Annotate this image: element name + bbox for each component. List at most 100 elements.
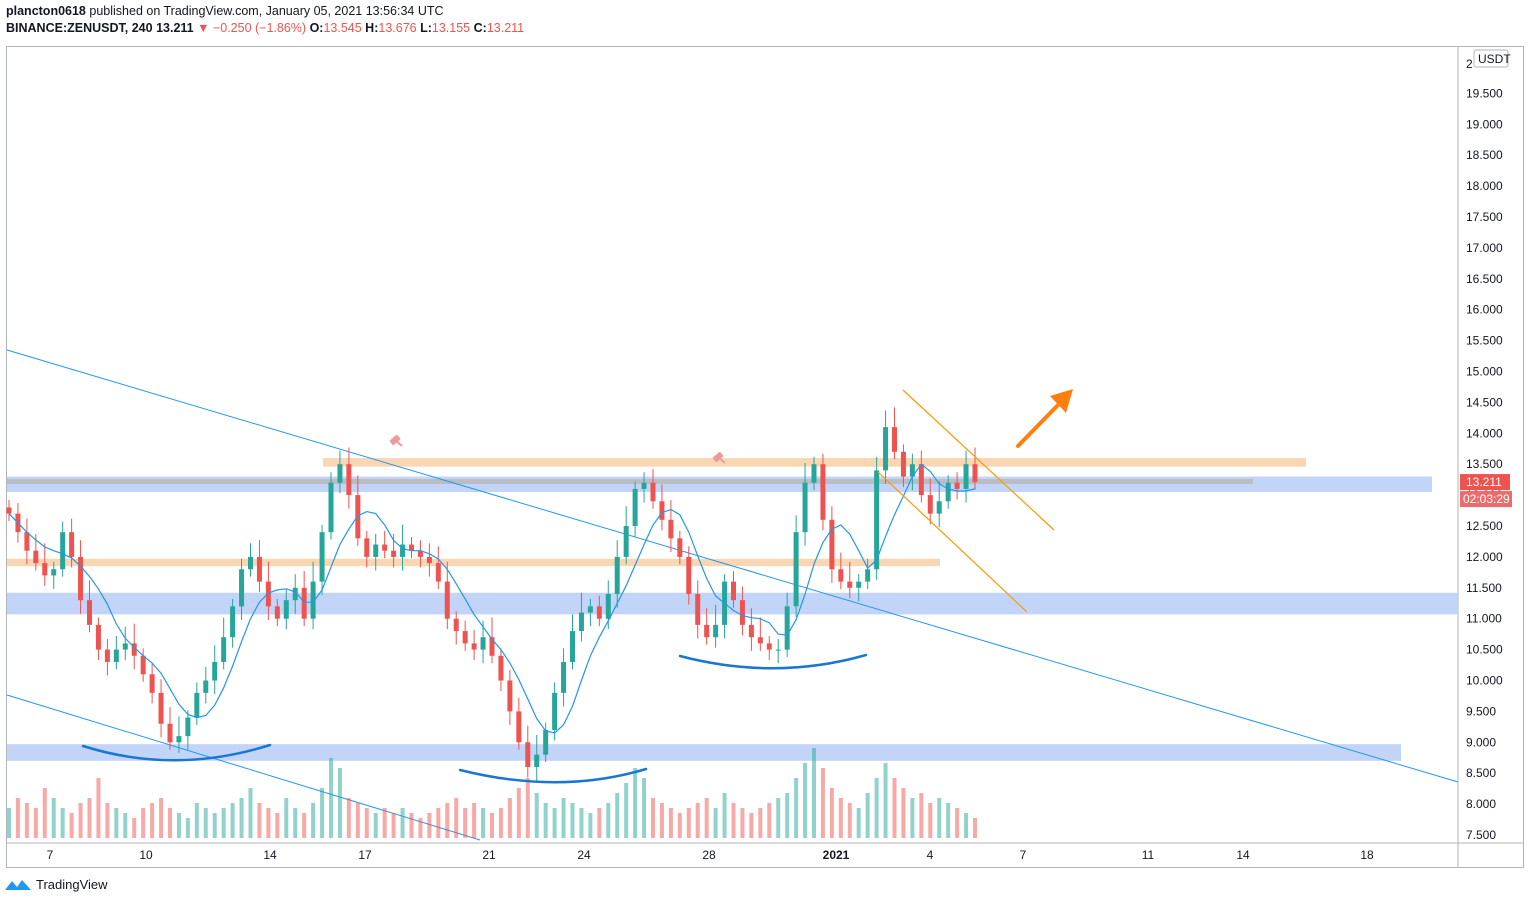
candle-body[interactable]: [623, 526, 629, 557]
candle-body[interactable]: [874, 470, 880, 570]
last-price-tag[interactable]: [1460, 474, 1510, 491]
candle-body[interactable]: [292, 587, 298, 601]
candle-body[interactable]: [24, 532, 30, 551]
zone-blue-band-mid[interactable]: [7, 592, 1458, 615]
breakout-arrow-shaft[interactable]: [1016, 403, 1060, 448]
candle-body[interactable]: [453, 618, 459, 632]
candle-body[interactable]: [310, 581, 316, 619]
zone-grey-band[interactable]: [7, 479, 1253, 484]
candle-body[interactable]: [400, 544, 406, 557]
candle-body[interactable]: [471, 643, 477, 650]
candle-body[interactable]: [212, 661, 218, 681]
candle-body[interactable]: [552, 692, 558, 730]
candle-body[interactable]: [248, 556, 253, 570]
candle-body[interactable]: [820, 464, 826, 520]
candle-body[interactable]: [534, 754, 540, 768]
candle-body[interactable]: [802, 482, 808, 533]
candle-body[interactable]: [784, 606, 790, 650]
candle-body[interactable]: [221, 637, 227, 662]
candle-body[interactable]: [641, 482, 647, 489]
candle-body[interactable]: [51, 569, 57, 576]
candle-body[interactable]: [677, 538, 683, 557]
candle-body[interactable]: [265, 581, 271, 607]
candle-body[interactable]: [516, 711, 522, 743]
candle-body[interactable]: [793, 532, 799, 607]
candle-body[interactable]: [346, 464, 352, 496]
channel-line-bottom[interactable]: [877, 471, 1028, 613]
candle-body[interactable]: [167, 723, 173, 743]
breakout-arrow-head-icon[interactable]: [1050, 389, 1073, 413]
candle-body[interactable]: [945, 482, 951, 502]
brand-name[interactable]: TradingView: [36, 877, 108, 892]
candle-body[interactable]: [739, 600, 745, 625]
candle-body[interactable]: [704, 624, 710, 638]
candle-body[interactable]: [185, 717, 191, 737]
candle-body[interactable]: [328, 482, 334, 533]
candle-body[interactable]: [256, 556, 262, 582]
zone-orange-mid[interactable]: [7, 558, 940, 567]
candle-body[interactable]: [283, 600, 289, 619]
candle-body[interactable]: [883, 427, 889, 471]
candle-body[interactable]: [122, 643, 128, 650]
candle-body[interactable]: [686, 556, 692, 594]
candle-body[interactable]: [659, 501, 665, 520]
candle-body[interactable]: [301, 587, 307, 619]
rounded-bottom-curve-3[interactable]: [678, 653, 868, 670]
candle-body[interactable]: [865, 569, 871, 582]
candle-body[interactable]: [963, 464, 969, 489]
candle-body[interactable]: [426, 556, 432, 564]
candle-body[interactable]: [972, 464, 978, 483]
candle-body[interactable]: [900, 451, 906, 477]
candle-body[interactable]: [78, 556, 84, 601]
candle-body[interactable]: [417, 550, 423, 557]
candle-body[interactable]: [382, 544, 388, 551]
candle-body[interactable]: [954, 482, 960, 489]
candle-body[interactable]: [757, 637, 763, 644]
candle-body[interactable]: [489, 637, 495, 656]
author-name[interactable]: plancton0618: [6, 4, 86, 18]
candle-body[interactable]: [176, 736, 182, 743]
candle-body[interactable]: [319, 532, 325, 582]
chart-frame[interactable]: [6, 46, 1524, 868]
candle-body[interactable]: [892, 427, 897, 452]
candle-body[interactable]: [337, 464, 343, 483]
candle-body[interactable]: [605, 593, 611, 619]
candle-body[interactable]: [507, 680, 513, 712]
candle-body[interactable]: [274, 606, 280, 619]
candle-body[interactable]: [909, 464, 915, 477]
candle-body[interactable]: [918, 464, 924, 496]
rounded-bottom-curve-2[interactable]: [458, 767, 648, 784]
candle-body[interactable]: [60, 532, 66, 570]
candle-body[interactable]: [838, 569, 844, 582]
candle-body[interactable]: [33, 550, 39, 564]
candle-body[interactable]: [391, 550, 397, 557]
trendline-upper[interactable]: [6, 349, 1459, 783]
candle-body[interactable]: [239, 569, 245, 607]
candle-body[interactable]: [766, 643, 772, 650]
candle-body[interactable]: [194, 692, 200, 718]
candle-body[interactable]: [775, 649, 781, 651]
candle-body[interactable]: [435, 563, 441, 582]
candle-body[interactable]: [561, 661, 567, 693]
candle-body[interactable]: [498, 655, 504, 681]
candle-body[interactable]: [811, 464, 817, 483]
moving-average-line[interactable]: [8, 463, 976, 734]
candle-body[interactable]: [104, 649, 110, 662]
candle-body[interactable]: [748, 624, 754, 638]
candle-body[interactable]: [668, 519, 674, 539]
candle-body[interactable]: [731, 581, 736, 601]
candle-body[interactable]: [847, 581, 853, 588]
candle-body[interactable]: [95, 624, 101, 650]
zone-blue-band-low[interactable]: [7, 744, 1401, 761]
candle-body[interactable]: [695, 593, 701, 625]
channel-line-top[interactable]: [902, 389, 1055, 531]
candle-body[interactable]: [6, 507, 12, 514]
candle-body[interactable]: [614, 556, 620, 594]
candle-body[interactable]: [578, 612, 584, 632]
candle-body[interactable]: [713, 624, 719, 638]
zone-blue-band-top[interactable]: [7, 476, 1432, 493]
candle-body[interactable]: [373, 544, 379, 557]
candle-body[interactable]: [203, 680, 209, 693]
symbol-name[interactable]: BINANCE:ZENUSDT: [6, 21, 125, 35]
candle-body[interactable]: [149, 674, 155, 693]
